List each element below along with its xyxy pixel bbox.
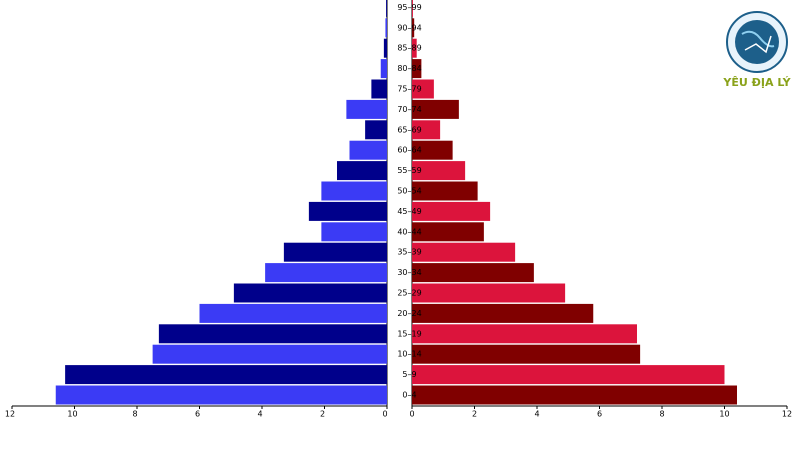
- bar: [412, 242, 516, 262]
- x-tick-label: 10: [67, 410, 77, 419]
- bar: [371, 79, 387, 99]
- bar: [152, 344, 387, 364]
- age-label: 0–4: [402, 391, 416, 400]
- bar: [412, 0, 413, 17]
- bar: [321, 222, 387, 242]
- logo: YÊU ĐỊA LÝ: [722, 11, 792, 89]
- age-label: 70–74: [397, 105, 421, 114]
- logo-text: YÊU ĐỊA LÝ: [722, 76, 791, 89]
- age-label: 65–69: [397, 125, 421, 134]
- age-label: 45–49: [397, 207, 421, 216]
- bar: [412, 222, 484, 242]
- x-tick-label: 6: [597, 410, 602, 419]
- x-tick-label: 0: [382, 410, 387, 419]
- x-tick-label: 2: [320, 410, 325, 419]
- bar: [412, 365, 725, 385]
- bar: [412, 344, 641, 364]
- x-tick-label: 4: [534, 410, 539, 419]
- bar: [308, 201, 387, 221]
- age-label: 10–14: [397, 350, 421, 359]
- bar: [283, 242, 387, 262]
- bar: [337, 161, 387, 181]
- logo-line: [744, 35, 772, 54]
- bar: [383, 38, 387, 58]
- age-label: 90–94: [397, 23, 421, 32]
- x-tick-label: 10: [719, 410, 729, 419]
- bar: [158, 324, 387, 344]
- x-tick-label: 4: [257, 410, 262, 419]
- bar: [412, 263, 534, 283]
- logo-globe: [735, 20, 779, 64]
- bar: [412, 18, 415, 38]
- bar: [412, 161, 466, 181]
- bar: [349, 140, 387, 160]
- bar: [412, 38, 417, 58]
- bar: [346, 99, 387, 119]
- bar: [265, 263, 387, 283]
- bar: [65, 365, 387, 385]
- bar: [199, 303, 387, 323]
- bar: [412, 385, 737, 405]
- bar: [321, 181, 387, 201]
- bar: [412, 120, 441, 140]
- age-label: 35–39: [397, 248, 421, 257]
- bar: [412, 79, 434, 99]
- x-tick-label: 12: [5, 410, 15, 419]
- bar: [412, 283, 566, 303]
- age-label: 85–89: [397, 44, 421, 53]
- logo-line: [741, 30, 775, 48]
- bar: [233, 283, 387, 303]
- bar: [412, 303, 594, 323]
- x-tick-label: 8: [659, 410, 664, 419]
- bar: [412, 59, 422, 79]
- age-label: 25–29: [397, 289, 421, 298]
- age-label: 55–59: [397, 166, 421, 175]
- bar: [385, 18, 387, 38]
- age-label: 15–19: [397, 329, 421, 338]
- age-label: 5–9: [402, 370, 416, 379]
- age-label: 40–44: [397, 227, 421, 236]
- bar: [412, 324, 637, 344]
- bar: [55, 385, 387, 405]
- bar: [386, 0, 387, 17]
- age-label: 30–34: [397, 268, 421, 277]
- x-tick-label: 8: [132, 410, 137, 419]
- bar: [412, 140, 453, 160]
- bar: [412, 201, 491, 221]
- x-tick-label: 6: [195, 410, 200, 419]
- age-label: 80–84: [397, 64, 421, 73]
- age-label: 50–54: [397, 187, 421, 196]
- age-label: 75–79: [397, 85, 421, 94]
- bar: [412, 99, 459, 119]
- age-label: 60–64: [397, 146, 421, 155]
- age-label: 20–24: [397, 309, 421, 318]
- x-tick-label: 0: [409, 410, 414, 419]
- x-tick-label: 12: [782, 410, 792, 419]
- bar: [412, 181, 478, 201]
- bar: [365, 120, 387, 140]
- x-tick-label: 2: [472, 410, 477, 419]
- age-label: 95–99: [397, 3, 421, 12]
- bar: [380, 59, 387, 79]
